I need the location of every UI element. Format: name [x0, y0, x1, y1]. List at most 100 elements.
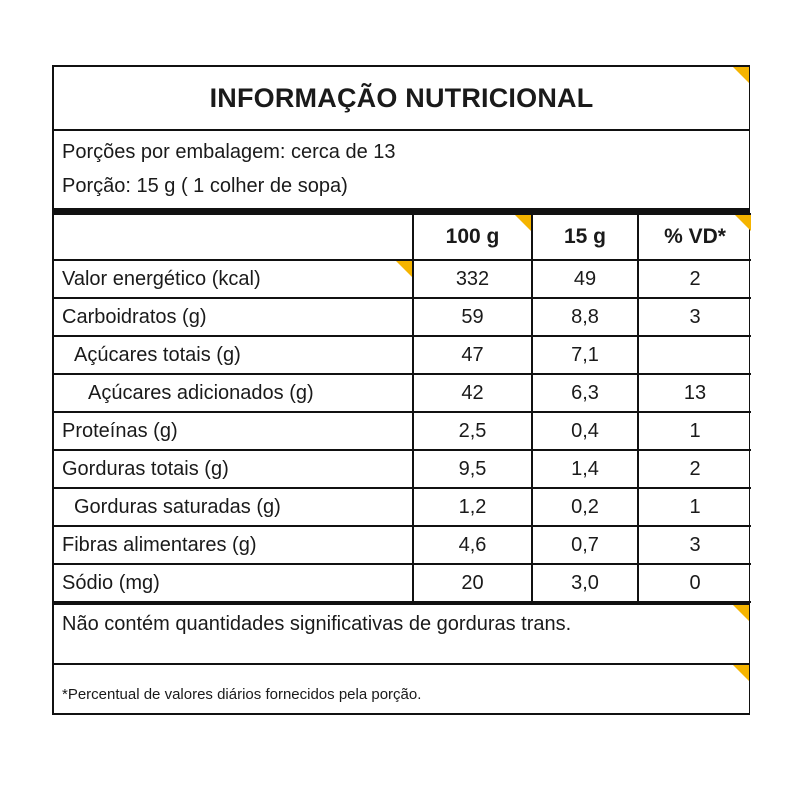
table-row: Açúcares adicionados (g) 42 6,3 13: [54, 373, 751, 413]
value-daily-percent: 3: [637, 297, 751, 337]
nutrient-name: Valor energético (kcal): [54, 259, 414, 299]
nutrient-name-text: Proteínas (g): [62, 419, 178, 442]
value-per-100g-text: 1,2: [458, 495, 487, 518]
portions-info: Porções por embalagem: cerca de 13 Porçã…: [54, 135, 749, 213]
value-per-100g: 4,6: [412, 525, 533, 565]
value-daily-percent: 13: [637, 373, 751, 413]
table-row: Proteínas (g) 2,5 0,4 1: [54, 411, 751, 451]
value-daily-percent: 1: [637, 487, 751, 527]
footnote-text: *Percentual de valores diários fornecido…: [62, 685, 422, 703]
value-daily-percent: 3: [637, 525, 751, 565]
label-title: INFORMAÇÃO NUTRICIONAL: [54, 67, 749, 131]
value-per-100g-text: 47: [461, 343, 484, 366]
nutrient-name-text: Açúcares totais (g): [74, 343, 241, 366]
value-per-100g-text: 42: [461, 381, 484, 404]
value-daily-percent: 2: [637, 449, 751, 489]
serving-size: Porção: 15 g ( 1 colher de sopa): [62, 175, 348, 197]
table-row: Valor energético (kcal) 332 49 2: [54, 259, 751, 299]
table-header-row: 100 g 15 g % VD*: [54, 213, 751, 261]
nutrient-name: Proteínas (g): [54, 411, 414, 451]
nutrition-facts-label: INFORMAÇÃO NUTRICIONAL Porções por embal…: [52, 65, 751, 715]
nutrient-name-text: Açúcares adicionados (g): [88, 381, 314, 404]
footnote: *Percentual de valores diários fornecido…: [54, 663, 749, 713]
nutrient-name: Gorduras totais (g): [54, 449, 414, 489]
note-text: Não contém quantidades significativas de…: [62, 613, 572, 635]
nutrient-name: Gorduras saturadas (g): [54, 487, 414, 527]
nutrient-name: Carboidratos (g): [54, 297, 414, 337]
nutrient-name-text: Sódio (mg): [62, 571, 160, 594]
portions-per-package: Porções por embalagem: cerca de 13: [62, 141, 396, 163]
nutrient-name: Sódio (mg): [54, 563, 414, 603]
value-per-serving-text: 0,7: [571, 533, 599, 556]
header-per-100g-text: 100 g: [445, 225, 500, 248]
value-per-100g: 20: [412, 563, 533, 603]
value-per-serving-text: 0,2: [571, 495, 599, 518]
table-row: Carboidratos (g) 59 8,8 3: [54, 297, 751, 337]
nutrient-name-text: Carboidratos (g): [62, 305, 207, 328]
corner-marker-icon: [735, 215, 751, 231]
value-daily-percent: [637, 335, 751, 375]
trans-fat-note: Não contém quantidades significativas de…: [54, 603, 749, 663]
value-daily-percent: 2: [637, 259, 751, 299]
value-per-serving-text: 49: [573, 267, 597, 290]
nutrient-name: Açúcares adicionados (g): [54, 373, 414, 413]
value-daily-percent: 1: [637, 411, 751, 451]
nutrient-name: Açúcares totais (g): [54, 335, 414, 375]
value-daily-percent-text: 1: [689, 495, 701, 518]
value-per-serving-text: 6,3: [571, 381, 599, 404]
value-per-100g-text: 9,5: [458, 457, 487, 480]
value-per-serving-text: 0,4: [571, 419, 599, 442]
value-daily-percent-text: 1: [689, 419, 701, 442]
table-row: Açúcares totais (g) 47 7,1: [54, 335, 751, 375]
corner-marker-icon: [733, 605, 749, 621]
value-daily-percent-text: 13: [683, 381, 707, 404]
value-per-100g: 42: [412, 373, 533, 413]
table-row: Sódio (mg) 20 3,0 0: [54, 563, 751, 603]
value-per-100g: 9,5: [412, 449, 533, 489]
value-per-100g-text: 2,5: [458, 419, 487, 442]
value-per-serving: 8,8: [531, 297, 639, 337]
nutrient-name-text: Fibras alimentares (g): [62, 533, 257, 556]
value-per-100g-text: 4,6: [458, 533, 487, 556]
header-per-serving: 15 g: [531, 213, 639, 261]
value-per-serving: 49: [531, 259, 639, 299]
value-per-serving-text: 3,0: [571, 571, 599, 594]
nutrient-name-text: Gorduras totais (g): [62, 457, 229, 480]
value-daily-percent-text: 3: [689, 305, 701, 328]
value-daily-percent-text: 0: [689, 571, 701, 594]
header-per-100g: 100 g: [412, 213, 533, 261]
value-per-serving-text: 7,1: [571, 343, 599, 366]
value-daily-percent-text: 2: [689, 457, 701, 480]
header-nutrient: [54, 213, 414, 261]
value-per-serving: 0,2: [531, 487, 639, 527]
value-per-serving-text: 1,4: [571, 457, 599, 480]
value-per-serving-text: 8,8: [571, 305, 599, 328]
value-per-100g: 47: [412, 335, 533, 375]
value-per-100g: 332: [412, 259, 533, 299]
corner-marker-icon: [733, 67, 749, 83]
table-row: Gorduras totais (g) 9,5 1,4 2: [54, 449, 751, 489]
nutrient-name: Fibras alimentares (g): [54, 525, 414, 565]
value-daily-percent-text: 2: [689, 267, 701, 290]
value-per-serving: 0,7: [531, 525, 639, 565]
value-per-100g-text: 332: [455, 267, 490, 290]
table-row: Gorduras saturadas (g) 1,2 0,2 1: [54, 487, 751, 527]
value-per-serving: 7,1: [531, 335, 639, 375]
value-daily-percent-text: 3: [689, 533, 701, 556]
value-per-100g: 1,2: [412, 487, 533, 527]
value-daily-percent: 0: [637, 563, 751, 603]
corner-marker-icon: [396, 261, 412, 277]
corner-marker-icon: [515, 215, 531, 231]
value-per-100g: 2,5: [412, 411, 533, 451]
nutrient-name-text: Valor energético (kcal): [62, 267, 261, 290]
title-text: INFORMAÇÃO NUTRICIONAL: [209, 82, 594, 113]
value-per-serving: 1,4: [531, 449, 639, 489]
value-per-serving: 6,3: [531, 373, 639, 413]
header-daily-value-text: % VD*: [664, 225, 726, 248]
value-per-serving: 3,0: [531, 563, 639, 603]
header-daily-value: % VD*: [637, 213, 751, 261]
nutrition-table: 100 g 15 g % VD* Valor energético (kcal)…: [54, 213, 751, 603]
corner-marker-icon: [733, 665, 749, 681]
value-per-100g-text: 20: [461, 571, 484, 594]
table-row: Fibras alimentares (g) 4,6 0,7 3: [54, 525, 751, 565]
